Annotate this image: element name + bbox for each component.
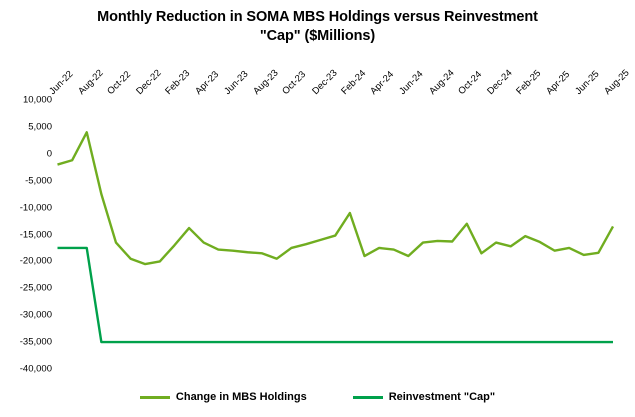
y-axis-tick-label: -5,000 [25,175,52,187]
y-axis-tick-label: -20,000 [19,255,52,267]
y-axis-tick-label: -40,000 [19,363,52,375]
chart-legend: Change in MBS Holdings Reinvestment "Cap" [0,391,635,403]
y-axis-tick-label: -10,000 [19,202,52,214]
y-axis-tick-label: -35,000 [19,336,52,348]
series-line [57,246,613,344]
legend-label: Reinvestment "Cap" [388,391,496,403]
legend-color-swatch [139,395,170,399]
y-axis-tick-label: 5,000 [28,121,52,133]
y-axis-tick-label: -25,000 [19,282,52,294]
y-axis-tick-label: 10,000 [22,94,52,106]
legend-label: Change in MBS Holdings [175,391,307,403]
legend-item[interactable]: Reinvestment "Cap" [352,391,496,403]
legend-item[interactable]: Change in MBS Holdings [139,391,307,403]
y-axis-tick-label: -15,000 [19,229,52,240]
series-line [57,131,615,266]
chart-title-line-2: "Cap" ($Millions) [259,28,376,44]
chart-title-line-1: Monthly Reduction in SOMA MBS Holdings v… [97,9,538,25]
legend-color-swatch [352,395,383,399]
y-axis-tick-label: -30,000 [19,309,52,321]
chart-title: Monthly Reduction in SOMA MBS Holdings v… [0,8,635,46]
y-axis-tick-label: 0 [46,148,52,160]
